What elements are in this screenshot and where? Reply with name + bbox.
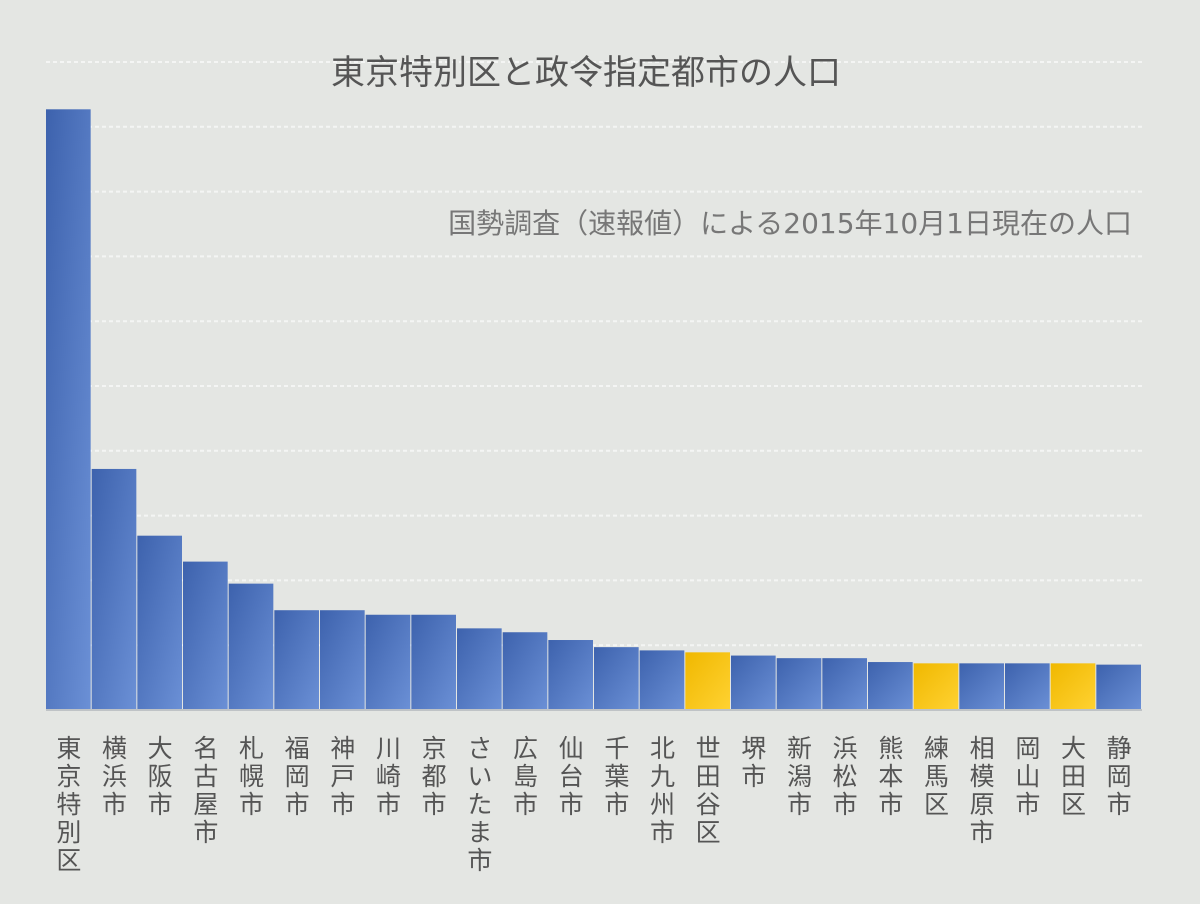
x-tick-label-5: 札幌市 bbox=[239, 734, 264, 819]
bar-11 bbox=[502, 632, 548, 710]
x-tick-label-11: 広島市 bbox=[513, 734, 538, 819]
bar-5 bbox=[228, 583, 274, 710]
bar-24 bbox=[1096, 664, 1141, 710]
bar-14 bbox=[639, 650, 685, 710]
x-tick-label-18: 浜松市 bbox=[833, 734, 858, 819]
bar-3 bbox=[137, 535, 182, 710]
bar-2 bbox=[91, 468, 137, 710]
x-tick-label-24: 静岡市 bbox=[1107, 734, 1132, 819]
x-tick-label-17: 新潟市 bbox=[787, 734, 812, 819]
bar-8 bbox=[365, 614, 411, 710]
x-tick-label-3: 大阪市 bbox=[148, 734, 173, 819]
bar-12 bbox=[548, 640, 593, 710]
x-tick-label-13: 千葉市 bbox=[604, 734, 629, 819]
bar-17 bbox=[776, 658, 822, 710]
chart-subtitle: 国勢調査（速報値）による2015年10月1日現在の人口 bbox=[448, 207, 1132, 240]
x-tick-label-7: 神戸市 bbox=[330, 734, 355, 819]
x-tick-label-14: 北九州市 bbox=[650, 734, 675, 847]
bar-23 bbox=[1050, 663, 1096, 710]
x-tick-label-21: 相模原市 bbox=[970, 734, 995, 847]
x-tick-label-16: 堺市 bbox=[741, 734, 766, 791]
x-tick-label-15: 世田谷区 bbox=[696, 734, 721, 847]
bar-18 bbox=[822, 658, 867, 710]
x-tick-label-8: 川崎市 bbox=[376, 734, 401, 819]
chart-title: 東京特別区と政令指定都市の人口 bbox=[331, 53, 841, 93]
x-tick-label-12: 仙台市 bbox=[559, 734, 584, 819]
bar-16 bbox=[731, 655, 776, 710]
bar-10 bbox=[457, 628, 502, 710]
x-tick-label-1: 東京特別区 bbox=[56, 734, 81, 875]
bars bbox=[46, 109, 1141, 710]
x-tick-label-10: さいたま市 bbox=[467, 734, 492, 875]
bar-6 bbox=[274, 610, 319, 710]
x-tick-labels: 東京特別区横浜市大阪市名古屋市札幌市福岡市神戸市川崎市京都市さいたま市広島市仙台… bbox=[56, 734, 1131, 875]
bar-13 bbox=[594, 647, 639, 710]
x-tick-label-20: 練馬区 bbox=[924, 734, 949, 819]
x-tick-label-23: 大田区 bbox=[1061, 734, 1086, 819]
x-tick-label-6: 福岡市 bbox=[285, 734, 310, 819]
x-tick-label-4: 名古屋市 bbox=[193, 734, 218, 847]
x-tick-label-9: 京都市 bbox=[422, 734, 447, 819]
bar-9 bbox=[411, 614, 456, 710]
bar-4 bbox=[183, 561, 228, 710]
x-tick-label-19: 熊本市 bbox=[878, 734, 903, 819]
x-tick-label-22: 岡山市 bbox=[1015, 734, 1040, 819]
bar-19 bbox=[868, 662, 913, 710]
bar-20 bbox=[913, 663, 959, 710]
bar-22 bbox=[1005, 663, 1050, 710]
bar-21 bbox=[959, 663, 1004, 710]
bar-7 bbox=[320, 610, 365, 710]
bar-1 bbox=[46, 109, 91, 710]
gridlines bbox=[46, 61, 1142, 647]
x-tick-label-2: 横浜市 bbox=[102, 734, 127, 819]
bar-15 bbox=[685, 652, 730, 710]
